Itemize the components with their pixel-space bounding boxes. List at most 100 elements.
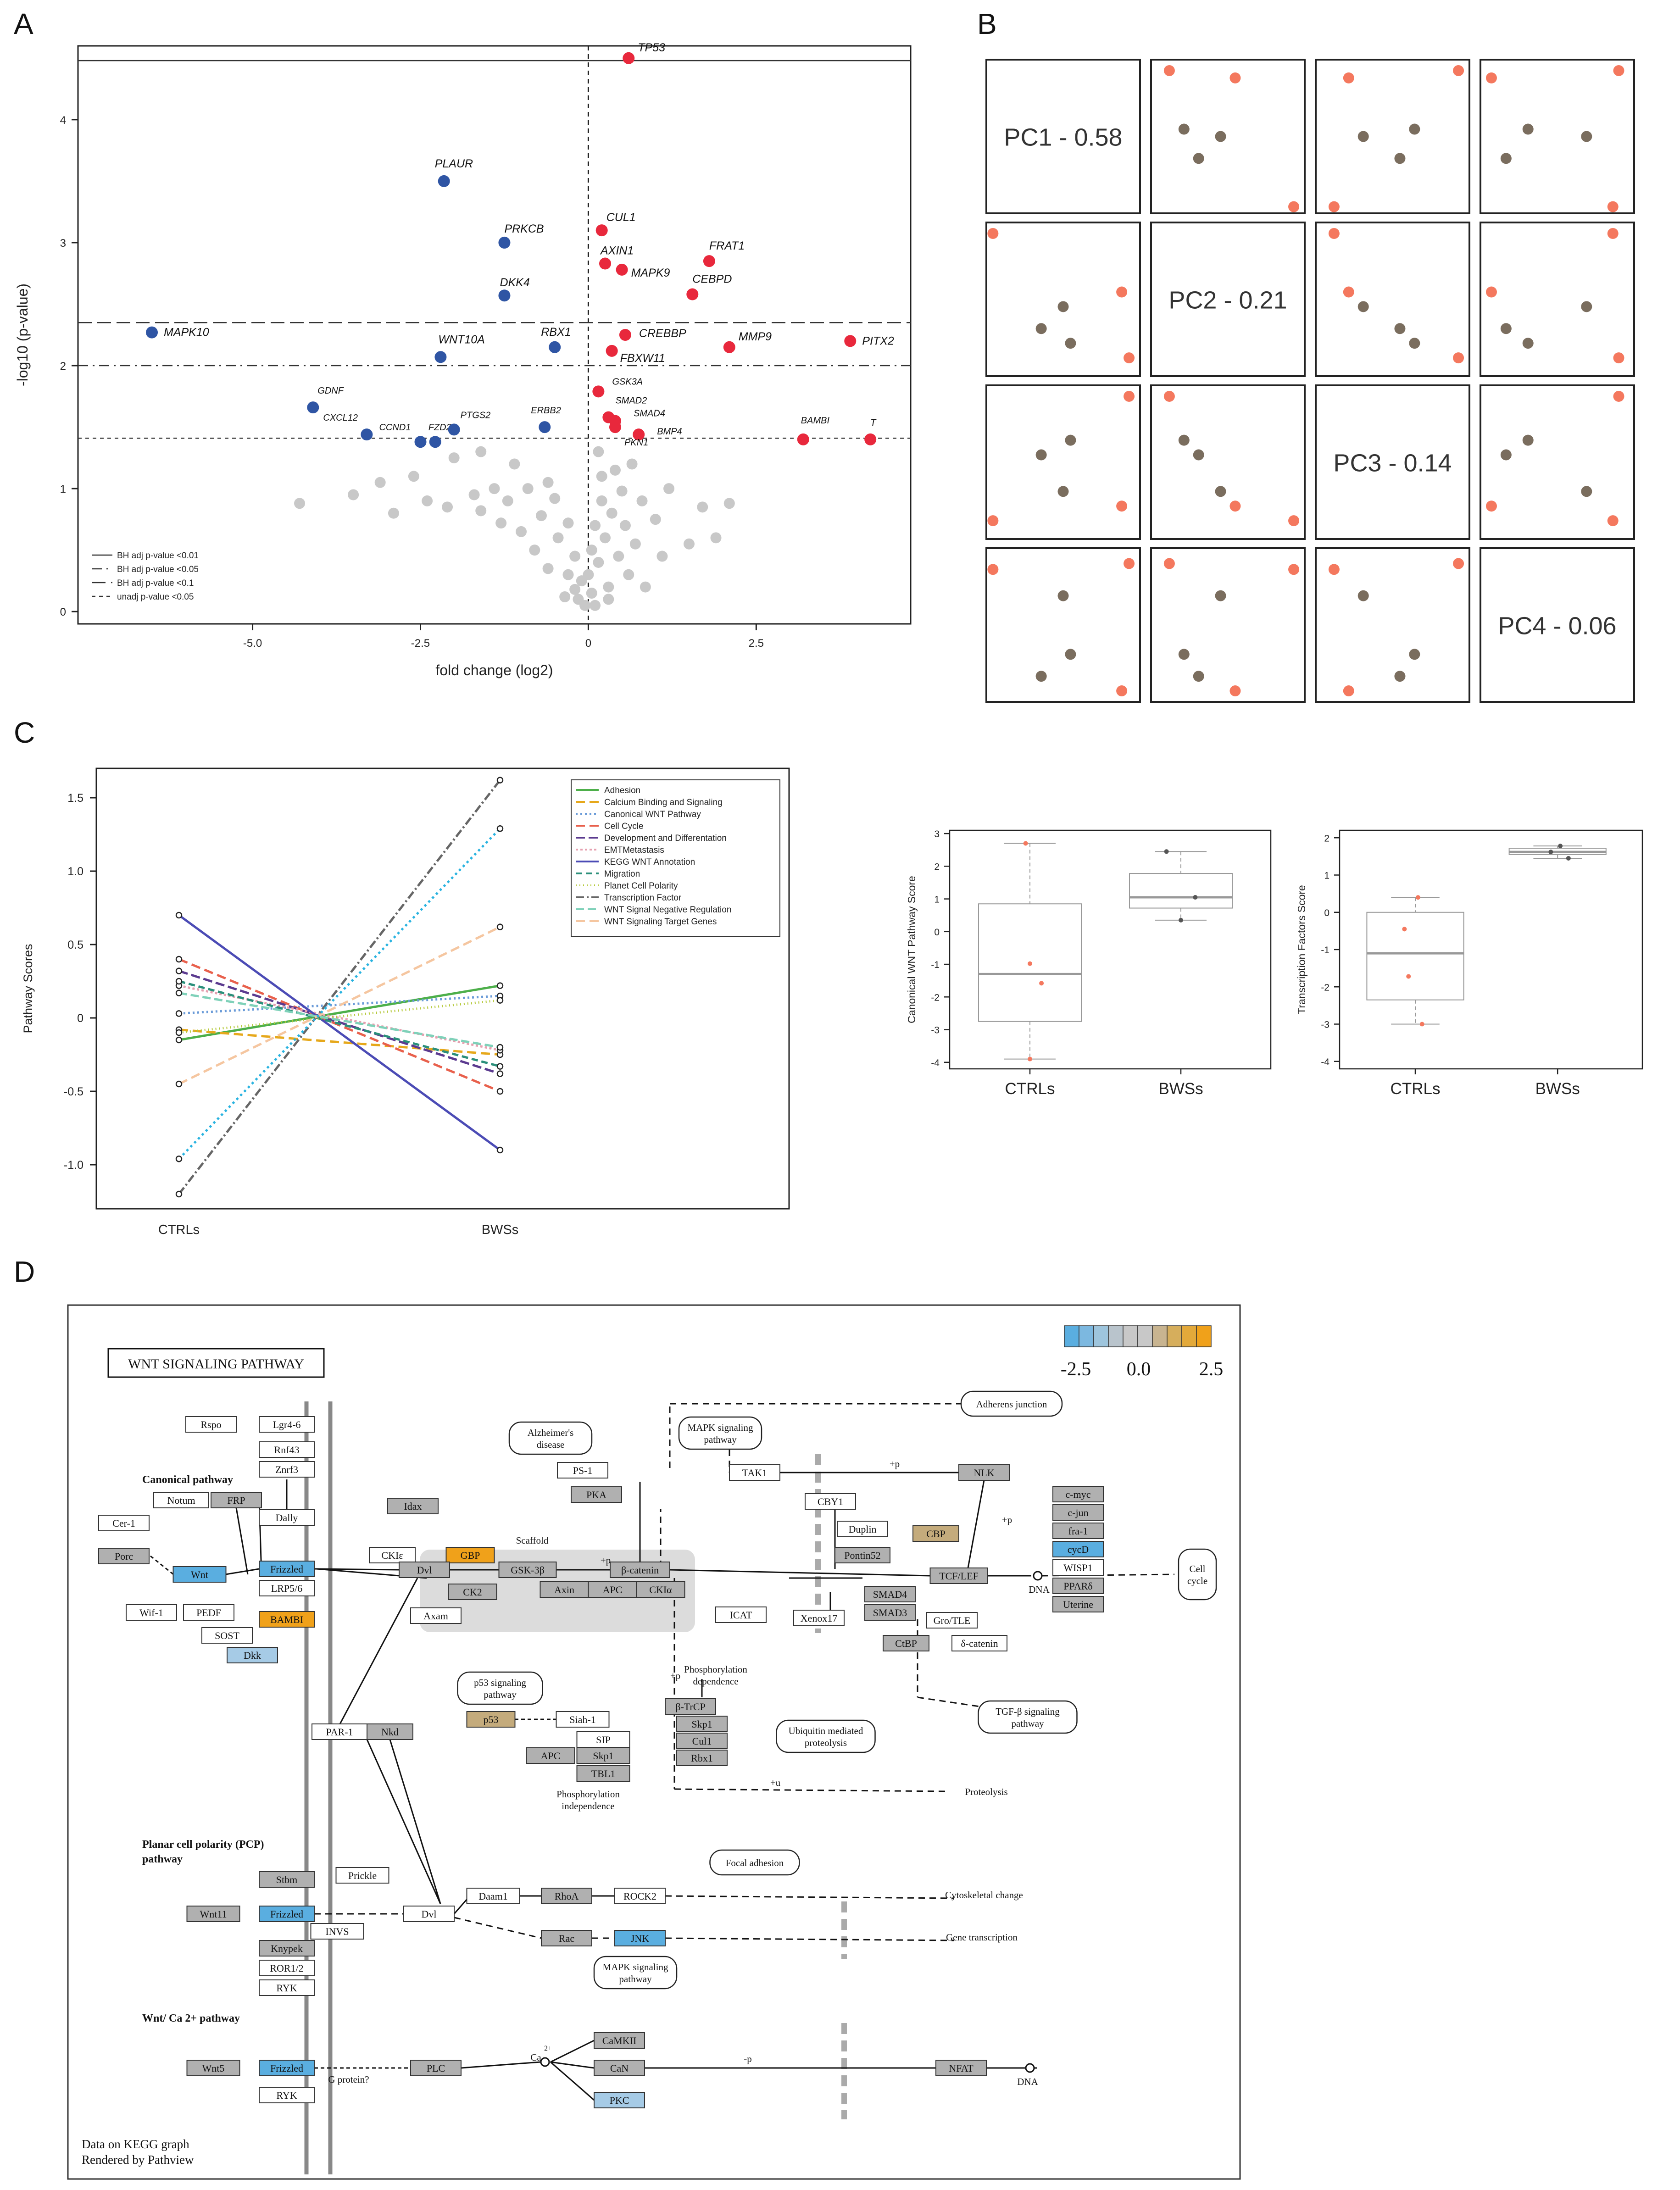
- point-axin1: [599, 257, 612, 270]
- point-label: CREBBP: [639, 327, 686, 340]
- gene-label: Pontin52: [844, 1550, 880, 1561]
- gene-label: FRP: [227, 1495, 245, 1506]
- point-plaur: [438, 175, 450, 187]
- series-line: [178, 914, 501, 1151]
- point-cxcl12: [361, 428, 373, 441]
- gene-label: Znrf3: [275, 1464, 298, 1475]
- pca-point: [1328, 564, 1340, 575]
- gene-label: Lgr4-6: [273, 1419, 300, 1430]
- series-point: [175, 956, 183, 963]
- x-tick-label: -2.5: [411, 637, 430, 650]
- scale-swatch: [1079, 1325, 1094, 1347]
- gene-label: TAK1: [742, 1467, 767, 1479]
- gene-box: [466, 1711, 516, 1728]
- panel-label-a: A: [14, 7, 33, 40]
- pca-point: [1163, 65, 1175, 76]
- ns-point: [629, 538, 641, 550]
- point-label: SMAD2: [615, 396, 647, 406]
- gene-box: [715, 1606, 767, 1623]
- pc-label: PC4 - 0.06: [1498, 612, 1616, 640]
- bubble-label: MAPK signaling: [603, 1962, 668, 1973]
- pca-point: [1035, 671, 1047, 682]
- pca-point: [1057, 590, 1069, 601]
- gene-label: Rbx1: [691, 1752, 713, 1764]
- gene-box: [259, 1461, 315, 1478]
- gene-label: NFAT: [949, 2062, 974, 2074]
- pathway-bubble: [457, 1671, 543, 1705]
- edge: [314, 1568, 400, 1571]
- section-label: Planar cell polarity (PCP): [142, 1839, 264, 1851]
- gene-label: δ-catenin: [961, 1638, 998, 1649]
- edge: [225, 1568, 260, 1575]
- edge: [967, 1480, 985, 1568]
- pathway-bubble: [678, 1416, 762, 1450]
- series-point: [175, 978, 183, 985]
- diagram-text: +p: [890, 1458, 900, 1469]
- point-rbx1: [549, 341, 561, 353]
- ns-point: [442, 501, 453, 513]
- y-tick-label: 1: [934, 895, 940, 905]
- gene-label: BAMBI: [270, 1614, 303, 1625]
- point-crebbp: [619, 329, 631, 341]
- x-tick-label: 2.5: [749, 637, 764, 650]
- gene-label: RYK: [276, 2090, 297, 2101]
- x-tick-label: CTRLs: [1005, 1080, 1055, 1098]
- ns-point: [294, 498, 306, 509]
- bubble-label: TGF-β signaling: [996, 1706, 1060, 1717]
- pca-point: [1522, 338, 1534, 349]
- box-point: [1039, 981, 1044, 986]
- pca-point: [1500, 449, 1512, 461]
- point-cebpd: [686, 288, 699, 300]
- gene-box: [1052, 1578, 1104, 1594]
- point-label: CEBPD: [692, 273, 732, 286]
- pca-point: [1453, 65, 1464, 76]
- gene-label: INVS: [325, 1926, 349, 1937]
- gene-box: [729, 1464, 780, 1481]
- gene-label: ROR1/2: [270, 1962, 303, 1974]
- diagram-text: +u: [770, 1777, 781, 1788]
- pca-point: [1500, 323, 1512, 334]
- panel-label-c: C: [14, 716, 35, 749]
- gene-label: CKIα: [649, 1584, 672, 1595]
- gene-box: [665, 1698, 716, 1715]
- y-axis-title: Transcription Factors Score: [1296, 885, 1307, 1014]
- gene-label: Dally: [276, 1512, 298, 1523]
- box-point: [1193, 895, 1198, 900]
- bubble-label: pathway: [484, 1689, 517, 1700]
- diagram-text: Proteolysis: [965, 1786, 1007, 1797]
- gene-label: Nkd: [381, 1726, 399, 1738]
- pc-label: PC1 - 0.58: [1004, 124, 1122, 151]
- point-prkcb: [498, 236, 511, 249]
- point-label: PITX2: [862, 334, 894, 347]
- series-point: [175, 1155, 183, 1162]
- pca-point: [1288, 201, 1300, 212]
- gene-label: LRP5/6: [271, 1583, 302, 1594]
- x-tick-label: -5.0: [243, 637, 262, 650]
- pc-label: PC2 - 0.21: [1168, 287, 1287, 314]
- pca-point: [1485, 500, 1497, 512]
- pca-point: [1357, 590, 1369, 601]
- point-label: BMP4: [657, 427, 682, 437]
- y-tick-label: -2: [1321, 982, 1330, 993]
- box-point: [1023, 841, 1028, 846]
- box-point: [1548, 850, 1553, 855]
- pca-cell: [1150, 59, 1306, 214]
- gene-label: cycD: [1068, 1544, 1089, 1555]
- y-axis-title: -log10 (p-value): [14, 283, 31, 386]
- gene-label: PAR-1: [326, 1726, 353, 1738]
- legend-label: KEGG WNT Annotation: [604, 857, 695, 867]
- y-tick-label: -3: [1321, 1020, 1330, 1030]
- ns-point: [596, 471, 607, 482]
- gene-box: [98, 1515, 150, 1531]
- canonical-wnt-boxplot: -4 -3 -2 -1 0 1 2 3 Canonical WNT Pathway Score C…: [906, 829, 1272, 1098]
- gene-box: [445, 1547, 495, 1563]
- ns-point: [422, 495, 433, 506]
- series-point: [496, 825, 504, 832]
- ns-point: [606, 507, 617, 519]
- ns-point: [559, 591, 571, 603]
- gene-box: [1052, 1504, 1104, 1521]
- gene-box: [227, 1647, 278, 1663]
- pca-point: [1581, 301, 1592, 312]
- pathway-bubble: [1178, 1548, 1217, 1601]
- y-tick-label: 3: [934, 829, 940, 839]
